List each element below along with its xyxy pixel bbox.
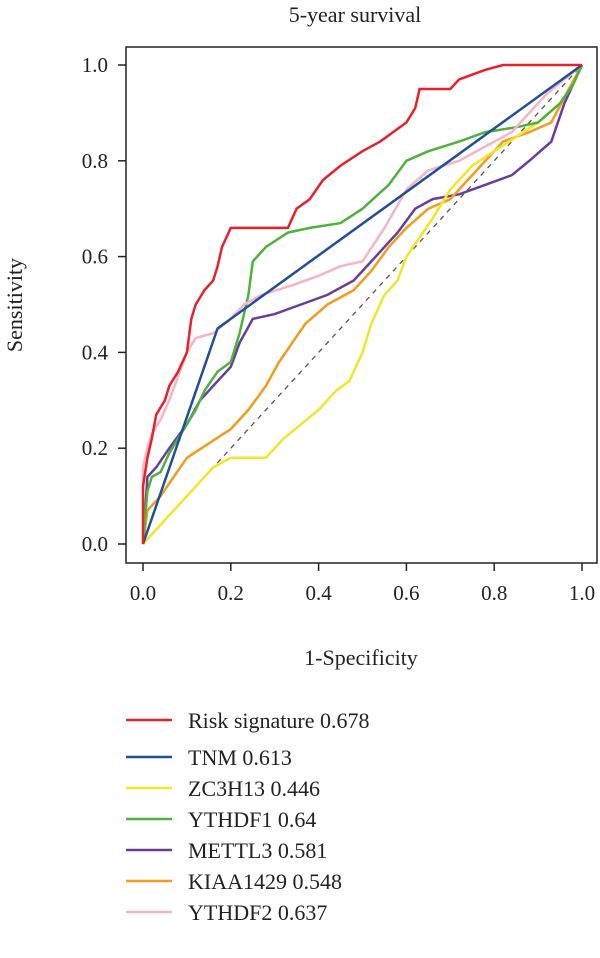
series-line-2 (142, 64, 584, 545)
legend-label-6: YTHDF2 0.637 (188, 900, 327, 925)
series-line-6 (141, 64, 583, 544)
chart-title: 5-year survival (289, 2, 422, 27)
y-tick-label: 0.6 (82, 245, 108, 269)
x-tick-label: 0.8 (481, 581, 507, 605)
legend: Risk signature 0.678 TNM 0.613 ZC3H13 0.44… (126, 708, 370, 925)
legend-label-2: ZC3H13 0.446 (188, 776, 320, 801)
plot-frame (125, 46, 598, 564)
legend-label-5: KIAA1429 0.548 (188, 869, 342, 894)
legend-label-0: Risk signature 0.678 (188, 708, 370, 733)
y-tick-label: 0.8 (82, 149, 108, 173)
series-line-5 (141, 64, 584, 545)
y-tick-label: 0.0 (82, 532, 108, 556)
y-tick-label: 0.2 (82, 436, 108, 460)
x-tick-label: 0.0 (130, 581, 156, 605)
axis-ticks: 0.0 0.2 0.4 0.6 0.8 1.0 0.0 0.2 0.4 0.6 0.8 1.0 (82, 53, 595, 605)
x-tick-label: 0.4 (305, 581, 332, 605)
series-lines (141, 63, 584, 545)
reference-diagonal-line (142, 64, 583, 545)
y-axis-title: Sensitivity (2, 258, 27, 352)
x-tick-label: 0.2 (218, 581, 244, 605)
x-axis-title: 1-Specificity (304, 645, 418, 670)
legend-label-3: YTHDF1 0.64 (188, 807, 316, 832)
series-line-1 (141, 63, 583, 545)
legend-label-1: TNM 0.613 (188, 745, 292, 770)
x-tick-label: 1.0 (569, 581, 595, 605)
y-tick-label: 0.4 (82, 340, 109, 364)
x-tick-label: 0.6 (393, 581, 419, 605)
y-tick-label: 1.0 (82, 53, 108, 77)
series-line-3 (141, 64, 584, 545)
series-line-0 (141, 63, 582, 544)
legend-label-4: METTL3 0.581 (188, 838, 327, 863)
